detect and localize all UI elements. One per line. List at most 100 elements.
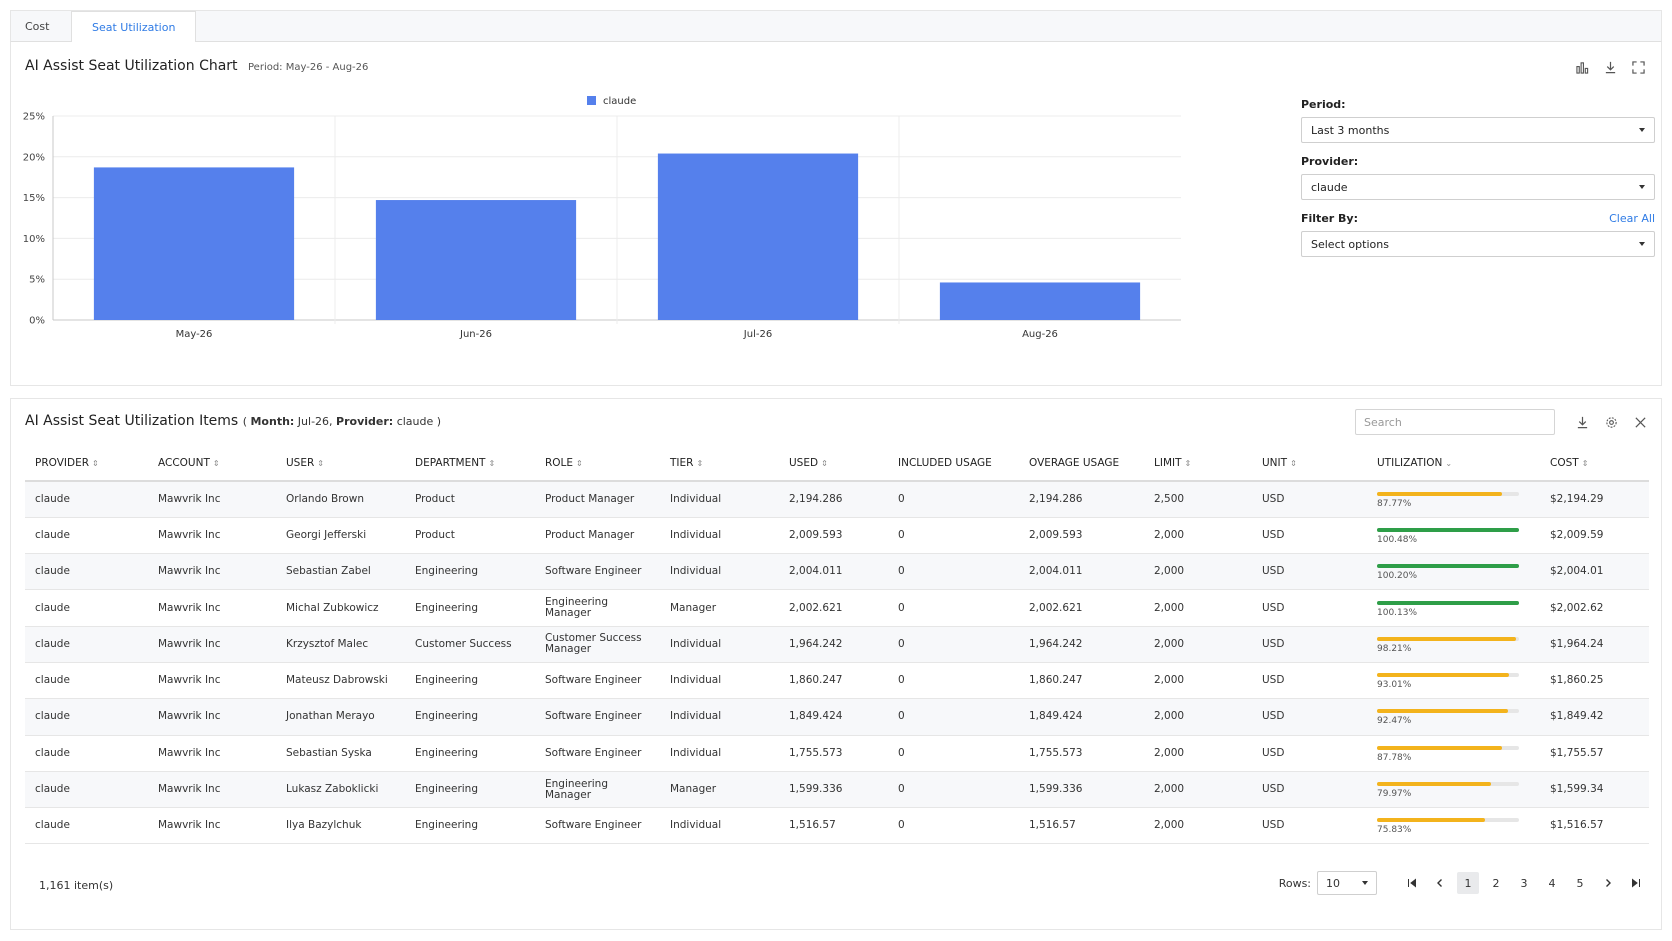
period-value: Last 3 months (1311, 123, 1390, 137)
utilization-bar-fill (1377, 782, 1491, 787)
column-header-limit[interactable]: LIMIT ⇕ (1144, 445, 1252, 482)
next-page-button[interactable] (1597, 872, 1619, 894)
table-row[interactable]: claude Mawvrik Inc Georgi Jefferski Product… (25, 517, 1649, 555)
cell-tier: Manager (660, 771, 779, 809)
column-header-role[interactable]: ROLE ⇕ (535, 445, 660, 482)
cell-included: 0 (888, 626, 1019, 663)
cell-tier: Individual (660, 553, 779, 591)
y-tick-label: 0% (29, 316, 45, 327)
cell-unit: USD (1252, 662, 1367, 700)
sort-icon: ⇕ (92, 458, 99, 468)
cell-user: Sebastian Zabel (276, 553, 405, 591)
utilization-bar (1377, 636, 1519, 641)
first-page-button[interactable] (1401, 872, 1423, 894)
tab-seat-utilization[interactable]: Seat Utilization (71, 11, 197, 43)
column-header-included-usage[interactable]: INCLUDED USAGE (888, 445, 1019, 482)
utilization-bar (1377, 527, 1519, 532)
page-button[interactable]: 5 (1576, 876, 1584, 890)
utilization-bar (1377, 564, 1519, 569)
rows-per-page-select[interactable]: 10 (1317, 871, 1377, 895)
page-button[interactable]: 1 (1457, 872, 1479, 894)
cell-overage: 1,516.57 (1019, 807, 1144, 845)
column-header-user[interactable]: USER ⇕ (276, 445, 405, 482)
cell-user: Mateusz Dabrowski (276, 662, 405, 700)
utilization-table: PROVIDER ⇕ ACCOUNT ⇕ USER ⇕ DEPARTMENT ⇕ ROLE ⇕ TI… (25, 445, 1649, 845)
period-select[interactable]: Last 3 months (1301, 117, 1655, 143)
cell-utilization: 79.97% (1367, 771, 1540, 809)
utilization-bar (1377, 491, 1519, 496)
table-row[interactable]: claude Mawvrik Inc Orlando Brown Product Pro… (25, 481, 1649, 518)
table-subtitle: ( Month: Jul-26, Provider: claude ) (242, 415, 442, 428)
cell-included: 0 (888, 771, 1019, 809)
filter-by-select[interactable]: Select options (1301, 231, 1655, 257)
cell-tier: Individual (660, 662, 779, 700)
column-header-tier[interactable]: TIER ⇕ (660, 445, 779, 482)
cell-cost: $2,004.01 (1540, 553, 1649, 591)
download-icon[interactable] (1575, 415, 1589, 429)
y-tick-label: 10% (23, 234, 45, 245)
provider-select[interactable]: claude (1301, 174, 1655, 200)
chevron-left-icon (1437, 879, 1442, 887)
table-row[interactable]: claude Mawvrik Inc Michal Zubkowicz Enginee… (25, 589, 1649, 627)
rows-label: Rows: (1278, 876, 1311, 890)
cell-utilization: 93.01% (1367, 662, 1540, 700)
utilization-percent: 92.47% (1377, 716, 1412, 727)
last-page-icon (1632, 878, 1640, 888)
utilization-percent: 100.48% (1377, 534, 1418, 545)
cell-user: Lukasz Zaboklicki (276, 771, 405, 809)
bar (93, 167, 295, 320)
table-title-text: AI Assist Seat Utilization Items (25, 413, 239, 429)
cell-user: Georgi Jefferski (276, 517, 405, 555)
cell-account: Mawvrik Inc (148, 481, 276, 518)
cell-overage: 2,009.593 (1019, 517, 1144, 555)
cell-limit: 2,000 (1144, 807, 1252, 845)
column-header-cost[interactable]: COST ⇕ (1540, 445, 1649, 482)
prev-page-button[interactable] (1429, 872, 1451, 894)
column-header-account[interactable]: ACCOUNT ⇕ (148, 445, 276, 482)
clear-all-link[interactable]: Clear All (1609, 212, 1655, 225)
cell-included: 0 (888, 698, 1019, 736)
close-icon[interactable] (1633, 415, 1647, 429)
bar-chart: 0% 5% 10% 15% 20% 25% May-26 Jun-26 Jul-26 Aug-26… (23, 96, 1181, 340)
column-header-unit[interactable]: UNIT ⇕ (1252, 445, 1367, 482)
cell-role: Software Engineer (535, 698, 660, 736)
utilization-bar-fill (1377, 527, 1519, 532)
column-header-provider[interactable]: PROVIDER ⇕ (25, 445, 148, 482)
table-row[interactable]: claude Mawvrik Inc Sebastian Syska Engineer… (25, 735, 1649, 772)
table-row[interactable]: claude Mawvrik Inc Sebastian Zabel Engineer… (25, 553, 1649, 591)
cell-role: Software Engineer (535, 662, 660, 700)
cell-utilization: 98.21% (1367, 626, 1540, 663)
column-header-utilization[interactable]: UTILIZATION ⌄ (1367, 445, 1540, 482)
last-page-button[interactable] (1625, 872, 1647, 894)
column-header-department[interactable]: DEPARTMENT ⇕ (405, 445, 535, 482)
cell-cost: $1,964.24 (1540, 626, 1649, 663)
page-button[interactable]: 4 (1548, 876, 1556, 890)
cell-used: 1,599.336 (779, 771, 888, 809)
cell-used: 1,964.242 (779, 626, 888, 663)
table-row[interactable]: claude Mawvrik Inc Jonathan Merayo Engineer… (25, 698, 1649, 736)
cell-overage: 1,849.424 (1019, 698, 1144, 736)
fullscreen-icon[interactable] (1631, 60, 1645, 74)
download-icon[interactable] (1603, 60, 1617, 74)
utilization-bar (1377, 745, 1519, 750)
table-row[interactable]: claude Mawvrik Inc Mateusz Dabrowski Engine… (25, 662, 1649, 700)
tab-cost[interactable]: Cost (25, 20, 50, 33)
column-header-overage-usage[interactable]: OVERAGE USAGE (1019, 445, 1144, 482)
cell-limit: 2,000 (1144, 698, 1252, 736)
cell-provider: claude (25, 807, 148, 845)
cell-account: Mawvrik Inc (148, 771, 276, 809)
table-row[interactable]: claude Mawvrik Inc Lukasz Zaboklicki Engine… (25, 771, 1649, 809)
page-button[interactable]: 3 (1520, 876, 1528, 890)
provider-value: claude (1311, 180, 1348, 194)
sort-icon: ⇕ (821, 458, 828, 468)
table-row[interactable]: claude Mawvrik Inc Krzysztof Malec Customer… (25, 626, 1649, 663)
chart-type-icon[interactable] (1575, 60, 1589, 74)
column-header-used[interactable]: USED ⇕ (779, 445, 888, 482)
search-input[interactable] (1355, 409, 1555, 435)
y-tick-label: 20% (23, 152, 45, 163)
page-button[interactable]: 2 (1492, 876, 1500, 890)
utilization-bar-fill (1377, 745, 1502, 750)
gear-icon[interactable] (1604, 415, 1618, 429)
table-row[interactable]: claude Mawvrik Inc Ilya Bazylchuk Engineeri… (25, 807, 1649, 845)
cell-used: 2,004.011 (779, 553, 888, 591)
